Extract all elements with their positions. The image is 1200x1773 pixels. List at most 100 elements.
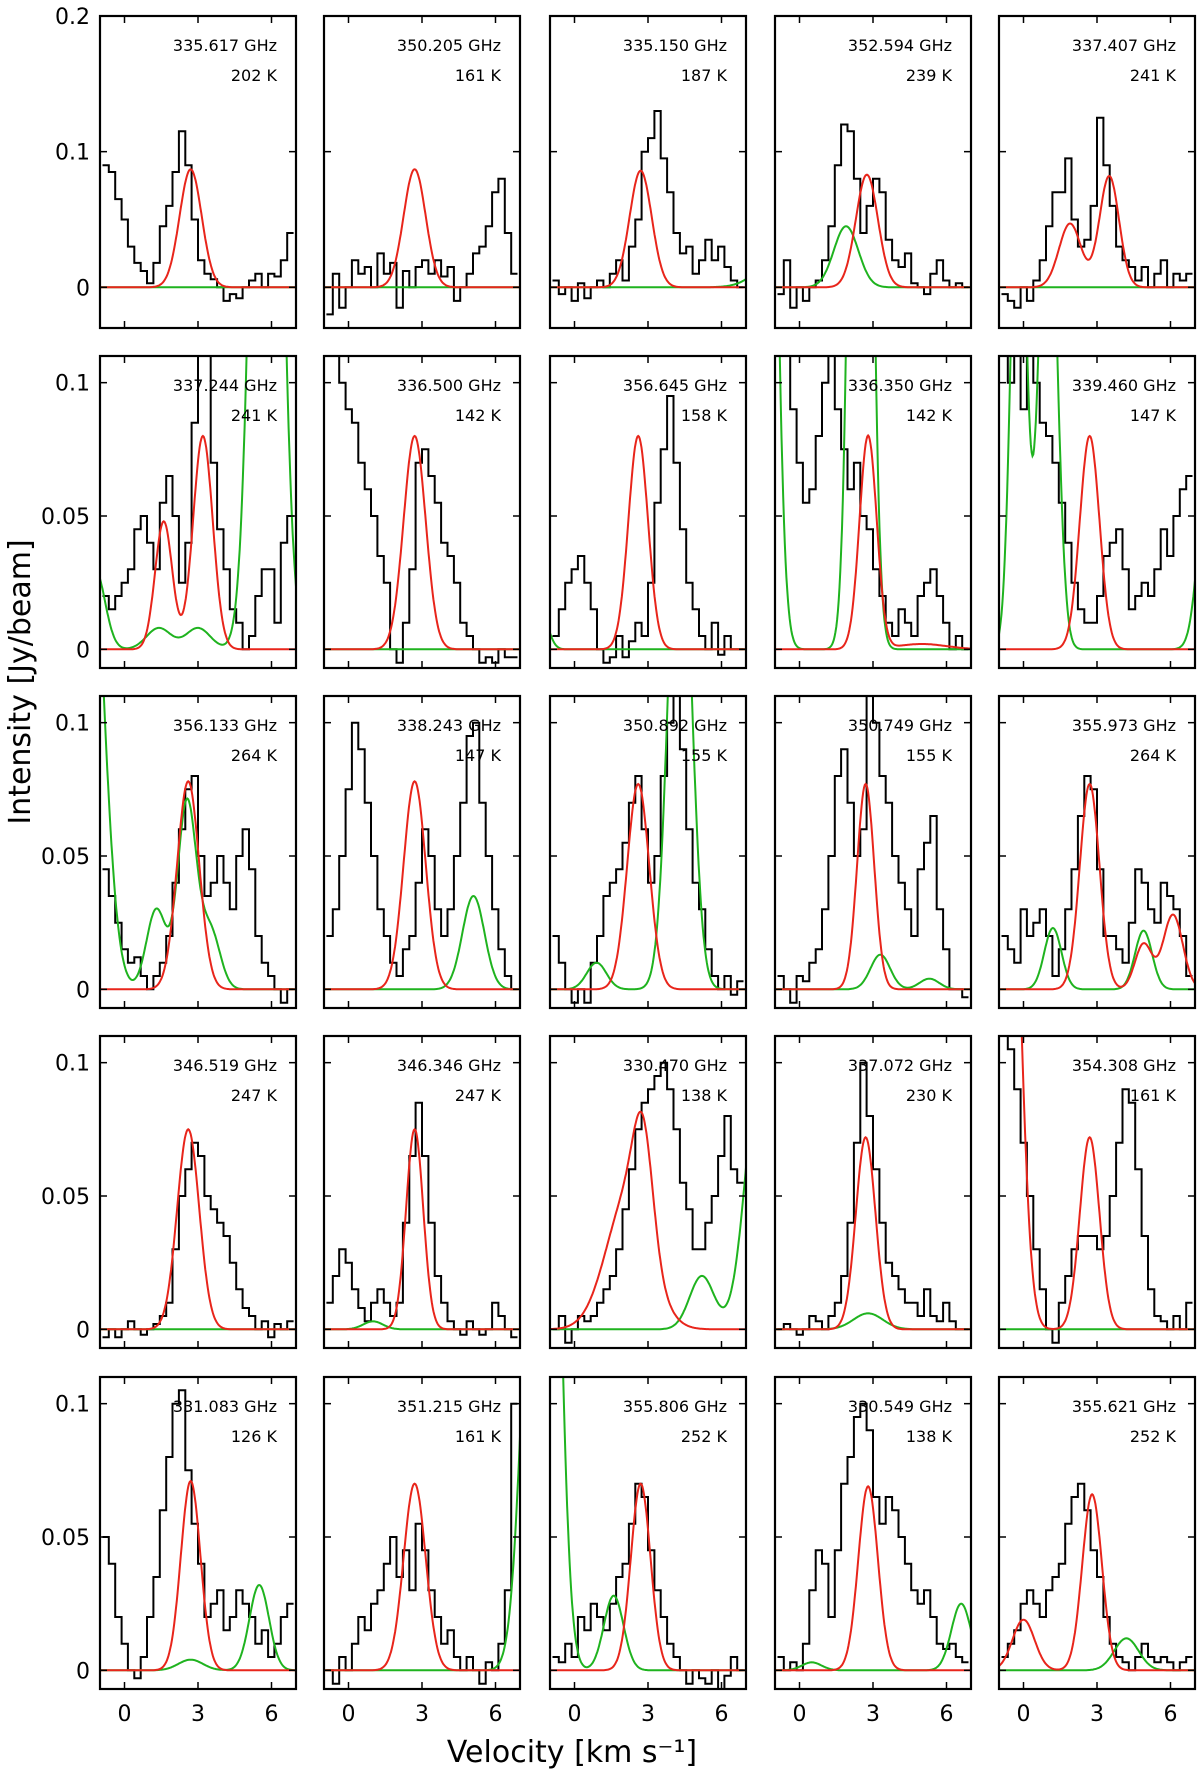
panel-frequency: 350.205 GHz bbox=[397, 36, 501, 55]
x-tick-label: 6 bbox=[265, 1702, 279, 1727]
panel-temperature: 252 K bbox=[681, 1427, 728, 1446]
panel-temperature: 252 K bbox=[1130, 1427, 1177, 1446]
spectrum-panel: 330.470 GHz 138 K bbox=[548, 1034, 748, 1350]
panel-frame bbox=[98, 14, 298, 330]
x-tick-label: 0 bbox=[793, 1702, 807, 1727]
spectrum-panel: 337.407 GHz 241 K bbox=[997, 14, 1197, 330]
model-red-curve bbox=[775, 433, 971, 651]
model-red-curve bbox=[999, 174, 1195, 289]
panel-plot-area bbox=[999, 1036, 1195, 1344]
model-green-curve bbox=[775, 953, 971, 991]
observed-spectrum bbox=[777, 1061, 969, 1336]
panel-frame bbox=[322, 354, 522, 670]
panel-frequency: 355.973 GHz bbox=[1072, 716, 1176, 735]
panel-plot-area bbox=[100, 1128, 296, 1339]
observed-spectrum bbox=[326, 721, 518, 991]
model-red-curve bbox=[100, 1479, 296, 1672]
panel-plot-area bbox=[550, 696, 746, 1004]
panel-plot-area bbox=[550, 395, 746, 664]
observed-spectrum bbox=[326, 1101, 518, 1339]
spectrum-panel: 356.645 GHz 158 K bbox=[548, 354, 748, 670]
panel-plot-area bbox=[324, 168, 520, 316]
panel-temperature: 147 K bbox=[1130, 406, 1177, 425]
y-tick-label: 0.2 bbox=[55, 5, 90, 30]
panel-frequency: 350.749 GHz bbox=[848, 716, 952, 735]
observed-spectrum bbox=[1001, 1482, 1193, 1672]
observed-spectrum bbox=[782, 356, 969, 651]
panel-temperature: 147 K bbox=[455, 746, 502, 765]
panel-frequency: 336.350 GHz bbox=[848, 376, 952, 395]
spectrum-panel: 355.621 GHz 252 K bbox=[997, 1375, 1197, 1691]
observed-spectrum bbox=[102, 775, 294, 1004]
observed-spectrum bbox=[552, 110, 744, 302]
model-red-curve bbox=[324, 780, 520, 991]
panel-frequency: 356.133 GHz bbox=[173, 716, 277, 735]
observed-spectrum bbox=[777, 696, 969, 1004]
model-red-curve bbox=[775, 1484, 971, 1672]
panel-plot-area bbox=[999, 1482, 1195, 1672]
panel-plot-area bbox=[550, 110, 746, 302]
model-red-curve bbox=[999, 782, 1195, 991]
model-red-curve bbox=[550, 169, 746, 289]
model-green-curve bbox=[999, 926, 1195, 991]
panel-plot-area bbox=[100, 696, 296, 1004]
panel-frequency: 346.346 GHz bbox=[397, 1056, 501, 1075]
y-tick-label: 0.1 bbox=[55, 1393, 90, 1418]
spectrum-panel: 335.617 GHz 202 K bbox=[98, 14, 298, 330]
model-red-curve bbox=[100, 434, 296, 651]
panel-temperature: 247 K bbox=[231, 1086, 278, 1105]
x-tick-label: 3 bbox=[641, 1702, 655, 1727]
panel-temperature: 241 K bbox=[231, 406, 278, 425]
panel-plot-area bbox=[999, 775, 1195, 991]
model-red-curve bbox=[550, 782, 746, 991]
observed-spectrum bbox=[1001, 775, 1193, 977]
spectrum-panel: 330.549 GHz 138 K bbox=[773, 1375, 973, 1691]
panel-temperature: 264 K bbox=[1130, 746, 1177, 765]
observed-spectrum bbox=[777, 123, 969, 309]
panel-plot-area bbox=[100, 1389, 296, 1680]
spectrum-panel: 338.243 GHz 147 K bbox=[322, 694, 522, 1010]
panel-temperature: 264 K bbox=[231, 746, 278, 765]
model-red-curve bbox=[1020, 1036, 1195, 1331]
y-tick-label: 0.05 bbox=[41, 1526, 90, 1551]
y-tick-label: 0 bbox=[76, 1659, 90, 1684]
panel-frequency: 355.621 GHz bbox=[1072, 1397, 1176, 1416]
panel-temperature: 155 K bbox=[906, 746, 953, 765]
y-tick-label: 0 bbox=[76, 978, 90, 1003]
x-tick-label: 0 bbox=[118, 1702, 132, 1727]
panel-temperature: 138 K bbox=[906, 1427, 953, 1446]
panel-frequency: 335.617 GHz bbox=[173, 36, 277, 55]
spectrum-panel: 346.519 GHz 247 K bbox=[98, 1034, 298, 1350]
x-tick-label: 6 bbox=[1164, 1702, 1178, 1727]
panel-plot-area bbox=[775, 696, 971, 1004]
model-red-curve bbox=[775, 173, 971, 289]
panel-frequency: 350.892 GHz bbox=[623, 716, 727, 735]
y-tick-label: 0.1 bbox=[55, 372, 90, 397]
panel-frequency: 346.519 GHz bbox=[173, 1056, 277, 1075]
panel-temperature: 138 K bbox=[681, 1086, 728, 1105]
observed-spectrum bbox=[331, 356, 518, 664]
y-tick-label: 0.1 bbox=[55, 141, 90, 166]
panel-temperature: 239 K bbox=[906, 66, 953, 85]
x-tick-label: 3 bbox=[415, 1702, 429, 1727]
model-green-curve bbox=[324, 1320, 520, 1331]
panel-plot-area bbox=[775, 1061, 971, 1336]
panel-temperature: 241 K bbox=[1130, 66, 1177, 85]
model-red-curve bbox=[550, 1110, 746, 1331]
panel-plot-area bbox=[100, 130, 296, 302]
y-tick-label: 0.1 bbox=[55, 1052, 90, 1077]
model-green-curve bbox=[100, 1583, 296, 1672]
x-tick-label: 0 bbox=[1017, 1702, 1031, 1727]
panel-plot-area bbox=[775, 123, 971, 309]
panel-plot-area bbox=[775, 356, 971, 651]
spectrum-panel: 355.806 GHz 252 K bbox=[548, 1375, 748, 1691]
model-green-curve bbox=[999, 1637, 1195, 1672]
spectrum-panel: 337.244 GHz 241 K bbox=[98, 354, 298, 670]
model-red-curve bbox=[100, 780, 296, 991]
observed-spectrum bbox=[1001, 1036, 1193, 1344]
panel-temperature: 155 K bbox=[681, 746, 728, 765]
spectrum-panel: 335.150 GHz 187 K bbox=[548, 14, 748, 330]
y-tick-label: 0 bbox=[76, 638, 90, 663]
x-tick-label: 3 bbox=[191, 1702, 205, 1727]
